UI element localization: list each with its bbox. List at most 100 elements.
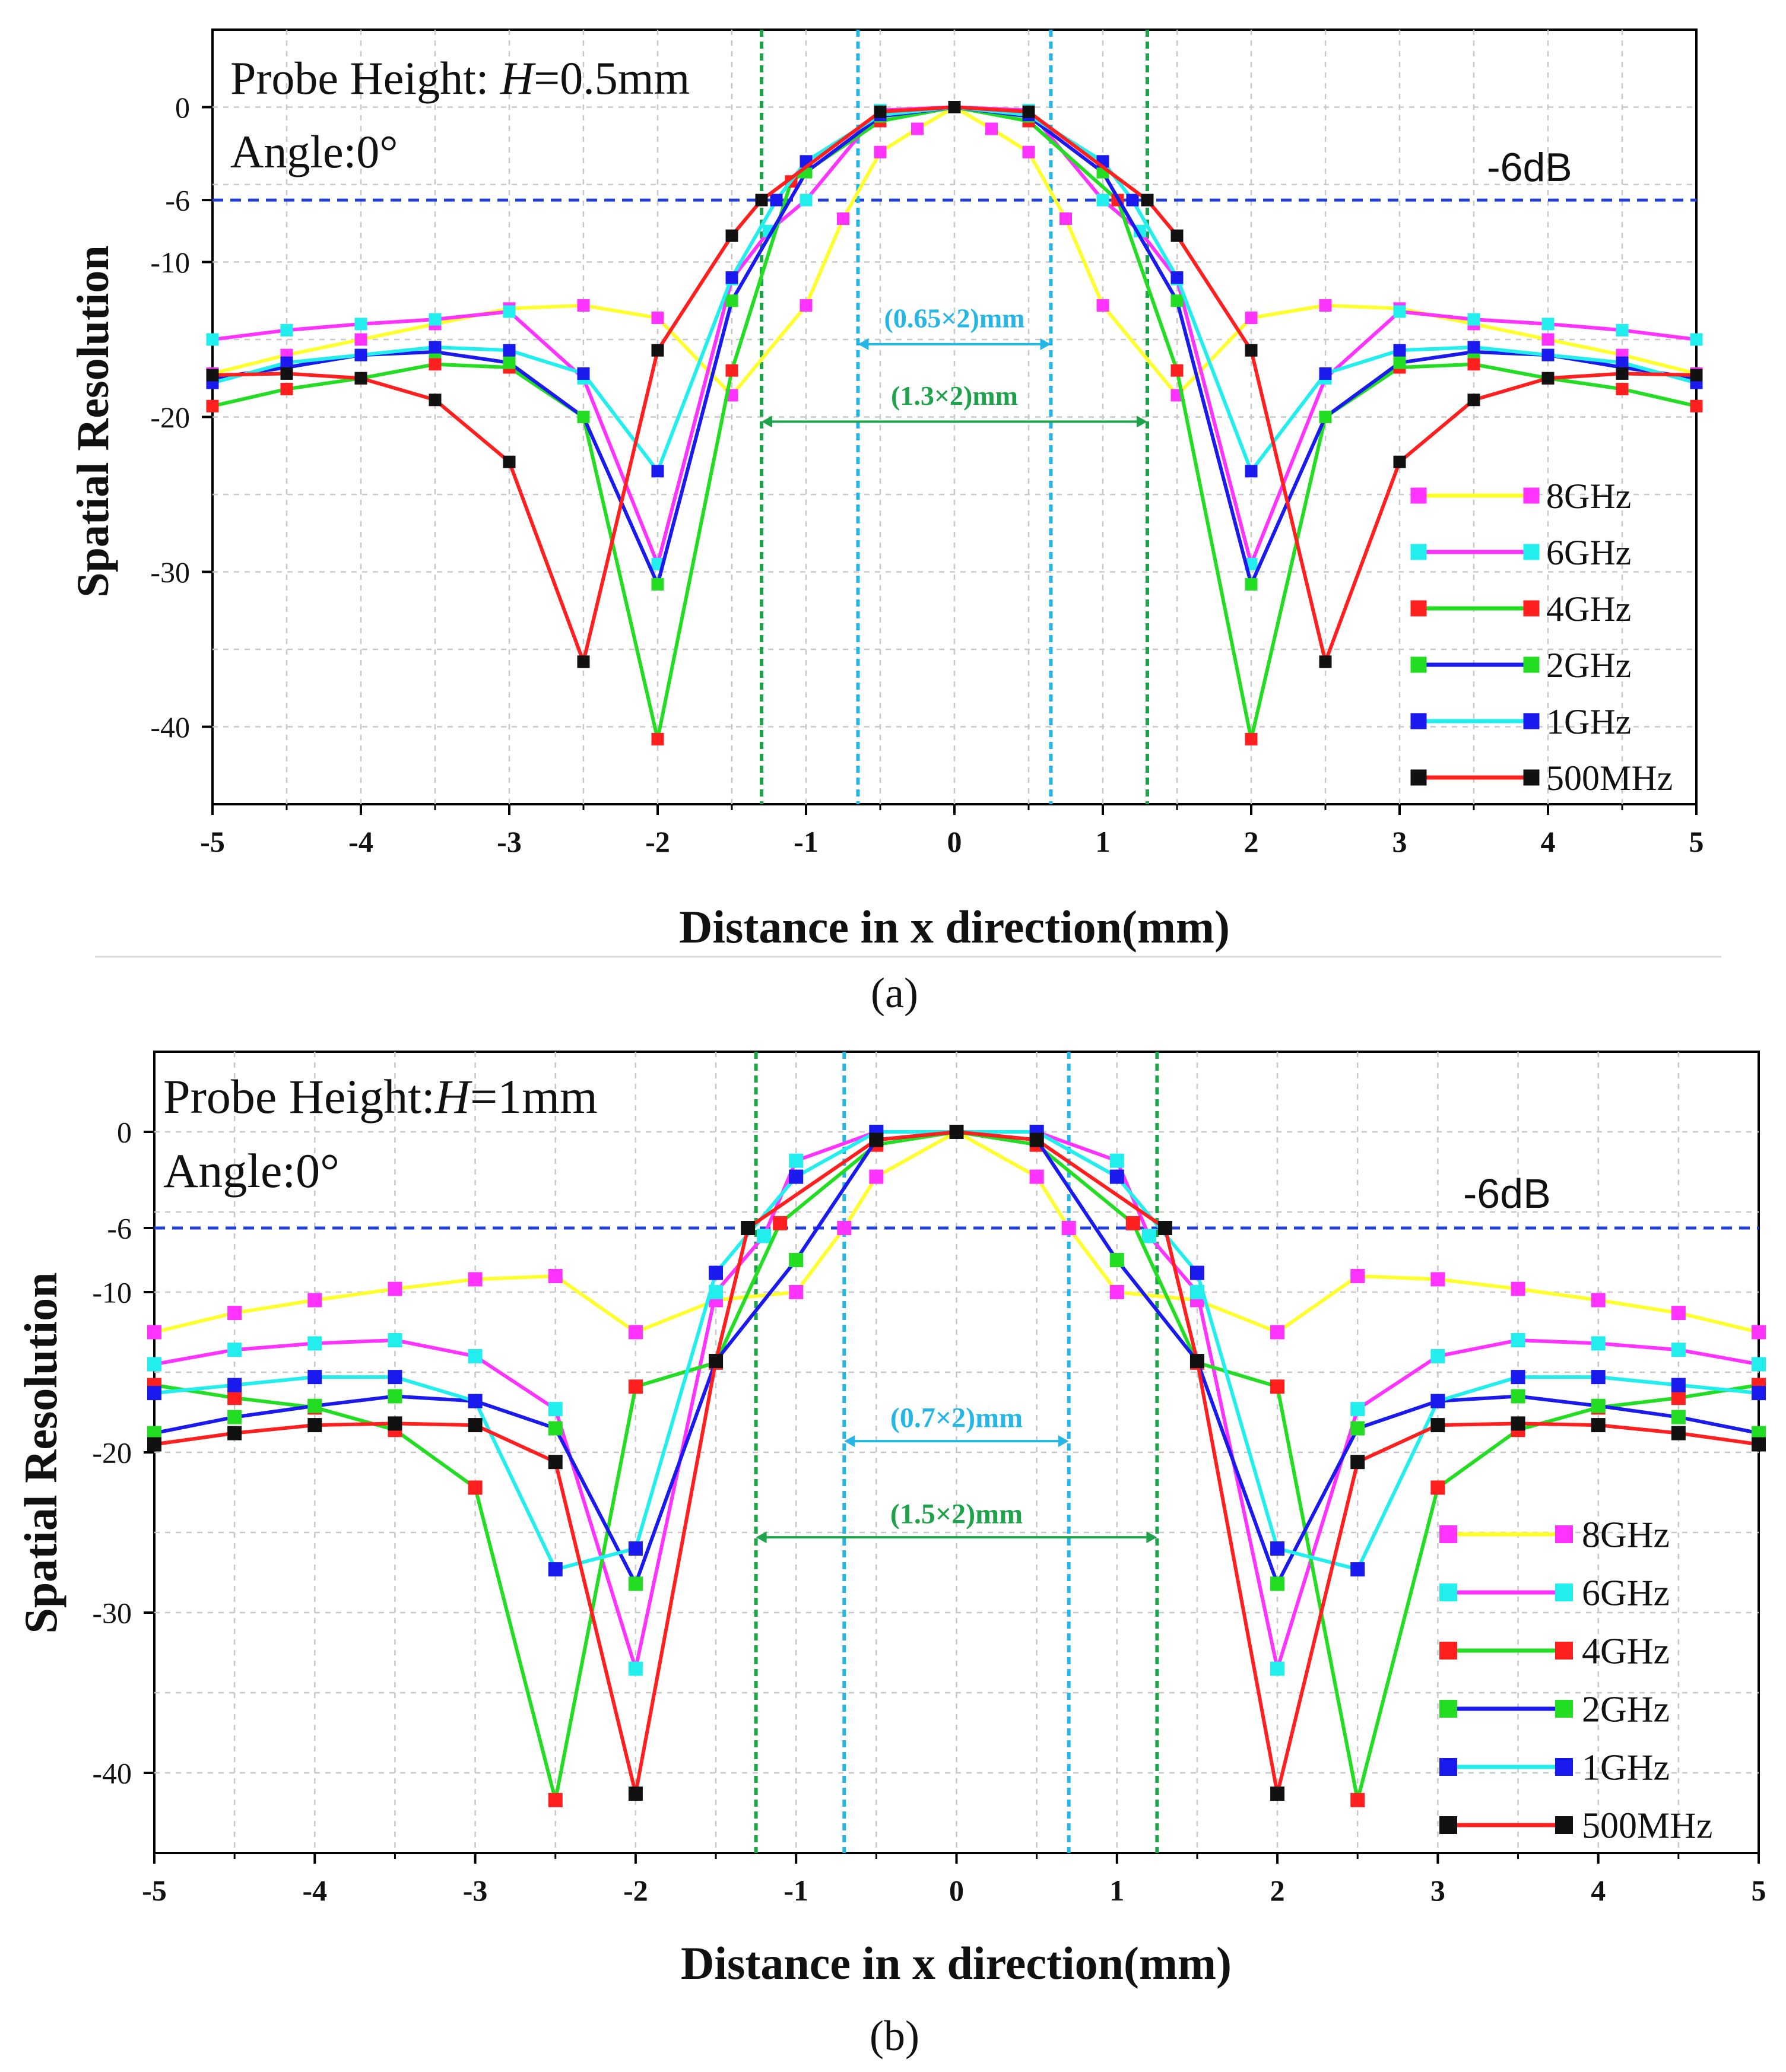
annotation-arrowhead-left bbox=[844, 1435, 855, 1448]
x-tick-label: 2 bbox=[1270, 1874, 1285, 1907]
legend-marker bbox=[1555, 1816, 1573, 1834]
legend-marker bbox=[1523, 487, 1540, 504]
legend-marker bbox=[1555, 1642, 1573, 1659]
data-point bbox=[1752, 1357, 1766, 1372]
data-point bbox=[1109, 1253, 1124, 1267]
legend-marker bbox=[1555, 1758, 1573, 1776]
data-point bbox=[429, 313, 442, 326]
data-point bbox=[1511, 1370, 1525, 1385]
x-tick-label: -5 bbox=[200, 825, 225, 858]
data-point bbox=[1511, 1333, 1525, 1347]
legend-item-2ghz: 2GHz bbox=[1439, 1690, 1670, 1730]
legend-marker bbox=[1555, 1584, 1573, 1601]
legend-label: 8GHz bbox=[1546, 477, 1631, 516]
data-point bbox=[1319, 655, 1332, 668]
data-point bbox=[1350, 1421, 1365, 1436]
data-point bbox=[1061, 1221, 1076, 1235]
chart-panel-b: -6dB (0.7×2)mm(1.5×2)mm -5 -4 -3 -2 -1 0 1 2 3 4 5… bbox=[15, 1051, 1766, 1989]
data-point bbox=[1616, 323, 1629, 337]
x-tick-label: 3 bbox=[1392, 825, 1407, 858]
y-axis-label: Spatial Resolution bbox=[15, 1273, 66, 1634]
x-tick-label: -1 bbox=[794, 825, 819, 858]
data-point bbox=[1690, 399, 1703, 413]
x-tick-label: -5 bbox=[142, 1874, 167, 1907]
data-point bbox=[147, 1357, 161, 1372]
legend-marker bbox=[1410, 713, 1427, 729]
data-point bbox=[354, 318, 367, 331]
x-tick-label: -2 bbox=[623, 1874, 648, 1907]
data-point bbox=[280, 356, 293, 369]
data-point bbox=[577, 299, 590, 312]
legend-label: 500MHz bbox=[1582, 1806, 1712, 1846]
data-point bbox=[548, 1562, 563, 1577]
x-tick-label: 1 bbox=[1096, 825, 1111, 858]
data-point bbox=[1189, 1354, 1204, 1369]
x-tick-label: -1 bbox=[783, 1874, 808, 1907]
data-point bbox=[725, 294, 738, 307]
chart-title: Probe Height:H=1mm bbox=[163, 1070, 598, 1124]
data-point bbox=[1752, 1437, 1766, 1452]
data-point bbox=[651, 465, 664, 478]
data-point bbox=[354, 372, 367, 385]
x-tick-label: 0 bbox=[949, 1874, 964, 1907]
y-tick-label: -30 bbox=[92, 1597, 132, 1630]
data-point bbox=[1170, 294, 1184, 307]
data-point bbox=[1096, 299, 1109, 312]
x-tick-label: 3 bbox=[1430, 1874, 1445, 1907]
data-point bbox=[789, 1169, 804, 1184]
data-point bbox=[800, 299, 813, 312]
data-point bbox=[1467, 394, 1480, 407]
data-point bbox=[429, 341, 442, 354]
y-tick-label: -6 bbox=[165, 184, 190, 217]
data-point bbox=[1170, 364, 1184, 377]
data-point bbox=[1245, 578, 1258, 591]
data-point bbox=[1511, 1416, 1525, 1431]
legend-marker bbox=[1439, 1642, 1457, 1659]
data-point bbox=[789, 1153, 804, 1168]
x-tick-label: 4 bbox=[1541, 825, 1556, 858]
x-tick-label: 2 bbox=[1244, 825, 1259, 858]
data-point bbox=[429, 358, 442, 371]
data-point bbox=[147, 1386, 161, 1401]
legend: 8GHz 6GHz 4GHz 2GHz 1GHz 500MHz bbox=[1410, 477, 1673, 798]
data-point bbox=[1467, 341, 1480, 354]
legend-marker bbox=[1523, 600, 1540, 617]
data-point bbox=[1096, 193, 1109, 207]
data-point bbox=[577, 655, 590, 668]
data-point bbox=[651, 732, 664, 745]
data-point bbox=[725, 364, 738, 377]
data-point bbox=[227, 1391, 242, 1405]
data-point bbox=[874, 105, 887, 118]
data-point bbox=[1467, 313, 1480, 326]
series-layer bbox=[147, 1125, 1766, 1807]
x-tick-label: 5 bbox=[1752, 1874, 1766, 1907]
data-point bbox=[1125, 1216, 1140, 1230]
data-point bbox=[1319, 299, 1332, 312]
data-point bbox=[869, 1169, 884, 1184]
data-point bbox=[468, 1349, 483, 1363]
data-point bbox=[503, 344, 516, 357]
data-point bbox=[1319, 411, 1332, 423]
x-tick-label: 4 bbox=[1591, 1874, 1606, 1907]
data-point bbox=[354, 348, 367, 361]
chart-panel-a: -6dB (0.65×2)mm(1.3×2)mm -5 -4 -3 -2 -1 0 1 2 3 4… bbox=[68, 28, 1704, 953]
legend-marker bbox=[1555, 1525, 1573, 1543]
data-point bbox=[800, 193, 813, 207]
data-point bbox=[1059, 212, 1072, 225]
data-point bbox=[548, 1269, 563, 1283]
data-point bbox=[1141, 193, 1154, 207]
data-point bbox=[1541, 348, 1555, 361]
data-point bbox=[1245, 344, 1258, 357]
data-point bbox=[1393, 455, 1406, 468]
data-point bbox=[548, 1792, 563, 1807]
data-point bbox=[503, 455, 516, 468]
caption-a: (a) bbox=[871, 969, 918, 1017]
reference-line-label: -6dB bbox=[1487, 145, 1572, 190]
data-point bbox=[1141, 1229, 1156, 1243]
data-point bbox=[1350, 1792, 1365, 1807]
data-point bbox=[1591, 1293, 1606, 1308]
legend-label: 6GHz bbox=[1582, 1573, 1670, 1614]
legend-label: 6GHz bbox=[1546, 533, 1631, 572]
annotations: (0.65×2)mm (1.3×2)mm bbox=[762, 303, 1147, 428]
data-point bbox=[628, 1379, 643, 1394]
